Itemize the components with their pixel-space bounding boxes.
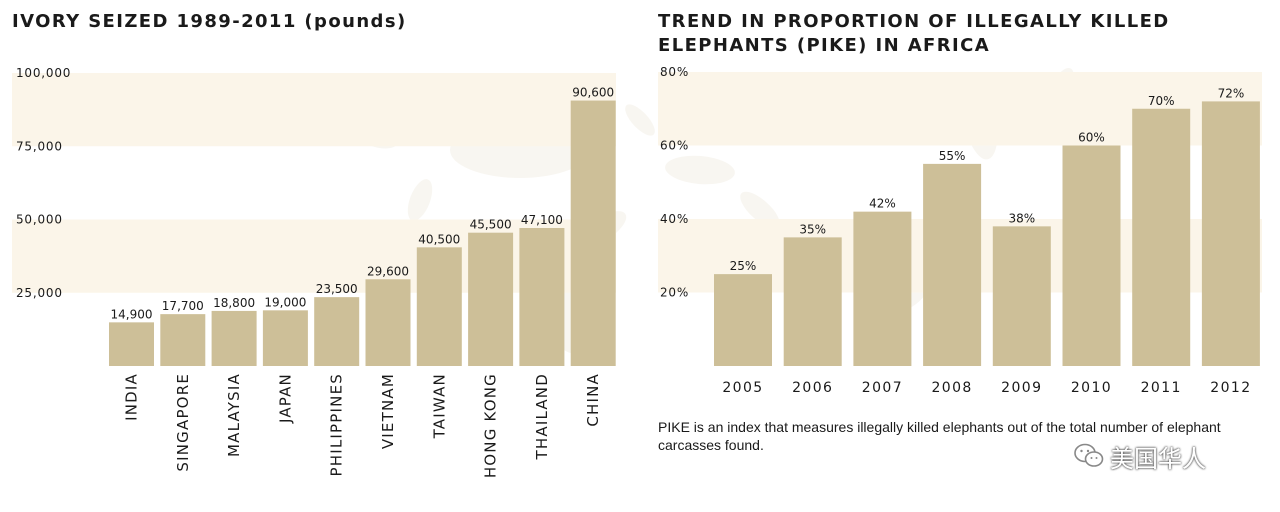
- pike-value-label: 72%: [1218, 86, 1245, 100]
- pike-note: PIKE is an index that measures illegally…: [658, 419, 1221, 453]
- ivory-value-label: 18,800: [213, 296, 255, 310]
- pike-bar: [783, 237, 842, 366]
- pike-category-label: 2007: [862, 380, 903, 396]
- pike-value-label: 38%: [1008, 211, 1035, 225]
- ivory-y-tick-label: 50,000: [16, 213, 63, 227]
- pike-bar: [992, 226, 1051, 366]
- pike-trend-chart: 20% 40% 60% 80% 25% 2005 35% 2006 42% 2007 55% 2008…: [660, 65, 1260, 396]
- ivory-bar: [314, 297, 360, 366]
- watermark: 美国华人: [1074, 440, 1206, 473]
- pike-value-label: 35%: [799, 222, 826, 236]
- pike-y-tick-label: 60%: [660, 139, 689, 153]
- ivory-bar: [211, 310, 257, 366]
- ivory-bar: [365, 279, 411, 366]
- pike-bar: [853, 211, 912, 366]
- ivory-bar: [468, 232, 514, 366]
- ivory-value-label: 19,000: [264, 295, 306, 309]
- ivory-y-tick-label: 75,000: [16, 139, 63, 153]
- pike-category-label: 2011: [1141, 380, 1182, 396]
- ivory-value-label: 14,900: [111, 307, 153, 321]
- ink-splash-blob: [665, 155, 735, 185]
- left-chart-bands: [12, 73, 616, 293]
- pike-value-label: 25%: [730, 259, 757, 273]
- ivory-bar: [570, 100, 616, 367]
- pike-bar: [714, 274, 772, 366]
- ivory-value-label: 29,600: [367, 264, 409, 278]
- ivory-category-label: MALAYSIA: [225, 373, 243, 457]
- ivory-category-label: JAPAN: [276, 373, 294, 424]
- ivory-bar: [160, 314, 206, 366]
- ink-splash-blob: [625, 104, 655, 136]
- ivory-category-label: THAILAND: [533, 373, 551, 460]
- pike-bar: [1062, 145, 1121, 366]
- pike-category-label: 2008: [931, 380, 972, 396]
- watermark-text: 美国华人: [1110, 444, 1206, 473]
- pike-category-label: 2005: [722, 380, 763, 396]
- ivory-y-tick-label: 25,000: [16, 286, 63, 300]
- pike-category-label: 2006: [792, 380, 833, 396]
- ivory-category-label: SINGAPORE: [174, 373, 192, 472]
- wechat-icon: [1074, 443, 1104, 467]
- ivory-category-label: CHINA: [584, 373, 602, 427]
- right-chart-title: TREND IN PROPORTION OF ILLEGALLY KILLED …: [658, 11, 1170, 56]
- ivory-seized-chart: 25,000 50,000 75,000 100,000 14,900 INDIA 17,7…: [16, 66, 616, 478]
- pike-y-tick-label: 40%: [660, 212, 689, 226]
- ivory-value-label: 47,100: [521, 213, 563, 227]
- ivory-bar: [519, 227, 565, 366]
- ivory-y-tick-label: 100,000: [16, 66, 71, 80]
- pike-value-label: 55%: [939, 149, 966, 163]
- pike-bar: [1201, 101, 1260, 367]
- ivory-category-label: TAIWAN: [430, 373, 448, 439]
- pike-category-label: 2012: [1210, 380, 1251, 396]
- ivory-category-label: PHILIPPINES: [328, 373, 346, 476]
- pike-category-label: 2010: [1071, 380, 1112, 396]
- ivory-value-label: 17,700: [162, 299, 204, 313]
- pike-value-label: 70%: [1148, 94, 1175, 108]
- pike-bar: [923, 163, 982, 366]
- ink-splash-blob: [407, 179, 433, 221]
- ivory-category-label: VIETNAM: [379, 373, 397, 449]
- ivory-value-label: 40,500: [418, 232, 460, 246]
- pike-y-tick-label: 20%: [660, 286, 689, 300]
- pike-category-label: 2009: [1001, 380, 1042, 396]
- pike-value-label: 60%: [1078, 131, 1105, 145]
- pike-value-label: 42%: [869, 197, 896, 211]
- pike-bar: [1132, 108, 1191, 366]
- ivory-bar: [416, 247, 462, 366]
- ivory-bar: [109, 322, 154, 366]
- ivory-category-label: INDIA: [123, 373, 141, 421]
- ivory-value-label: 45,500: [470, 218, 512, 232]
- ivory-band: [12, 219, 616, 293]
- pike-y-tick-label: 80%: [660, 65, 689, 79]
- ivory-value-label: 23,500: [316, 282, 358, 296]
- left-chart-title: IVORY SEIZED 1989-2011 (pounds): [12, 11, 407, 32]
- ivory-band: [12, 73, 616, 147]
- ivory-category-label: HONG KONG: [482, 373, 500, 478]
- ivory-bar: [262, 310, 308, 366]
- ivory-value-label: 90,600: [572, 86, 614, 100]
